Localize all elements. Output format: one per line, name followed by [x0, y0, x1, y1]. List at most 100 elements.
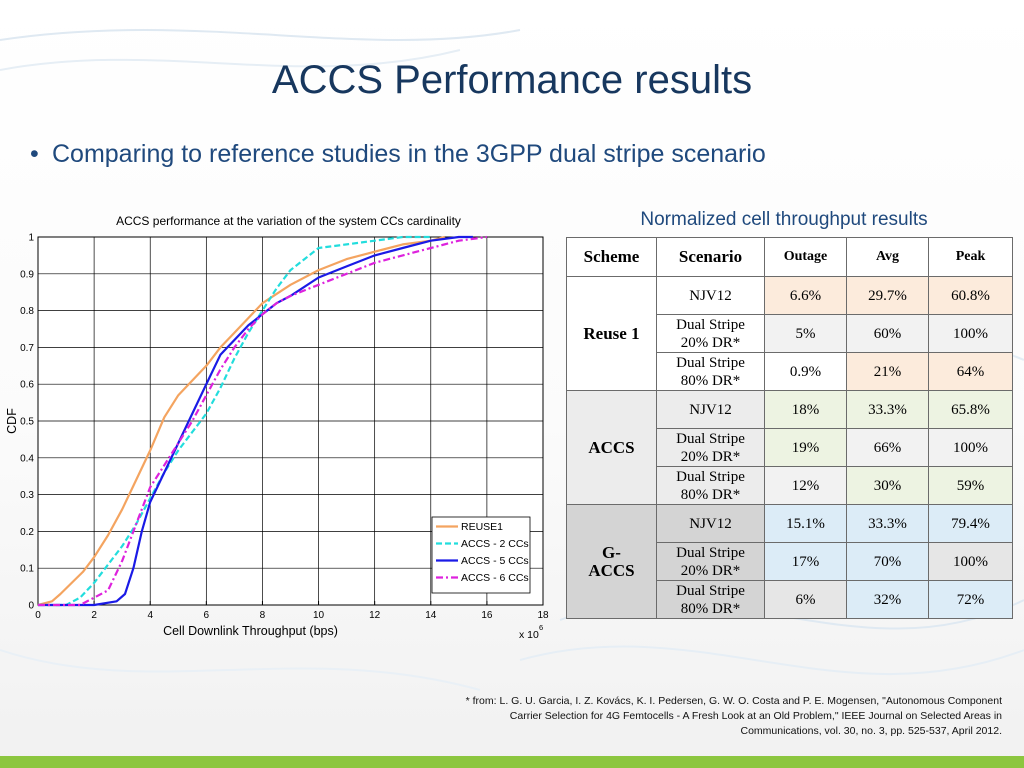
scheme-cell: G- ACCS [566, 504, 657, 619]
table-row: Dual Stripe 80% DR* 12% 30% 59% [567, 466, 1013, 505]
scheme-line-2: ACCS [588, 560, 635, 580]
cdf-line-chart: 0 2 4 6 8 10 12 14 16 1800.10.20.30.40.50.60.70.8… [5, 214, 549, 641]
outage-cell: 18% [764, 390, 847, 429]
y-tick-label: 0.8 [20, 306, 34, 317]
legend-label: REUSE1 [461, 521, 503, 533]
scenario-line-1: Dual Stripe [676, 316, 745, 333]
series-line-accs-6-ccs [38, 235, 488, 607]
y-tick-label: 0 [28, 601, 34, 612]
x-multiplier-label: x 10 [519, 629, 539, 641]
table-row: ACCS NJV12 18% 33.3% 65.8% [566, 390, 1013, 505]
scenario-line-2: 20% DR* [680, 448, 741, 465]
outage-cell: 15.1% [764, 504, 847, 543]
peak-cell: 100% [928, 542, 1013, 581]
scenario-line-1: Dual Stripe [676, 354, 745, 371]
legend-box [431, 516, 531, 594]
scenario-line-2: 80% DR* [680, 372, 741, 389]
header-peak: Peak [928, 237, 1013, 277]
citation-footnote: * from: L. G. U. Garcia, I. Z. Kovács, K… [465, 695, 1002, 737]
table-caption: Normalized cell throughput results [640, 209, 928, 230]
y-tick-label: 1 [28, 233, 34, 244]
bullet-dot-icon: • [30, 140, 39, 168]
table-row: G- ACCS NJV12 15.1% 33.3% 79.4% [566, 504, 1013, 619]
table-row: Dual Stripe 20% DR* 17% 70% 100% [567, 542, 1013, 581]
outage-cell: 0.9% [764, 352, 847, 391]
scheme-line-1: G- [602, 542, 621, 562]
y-tick-label: 0.1 [20, 564, 34, 575]
y-tick-label: 0.3 [20, 490, 34, 501]
avg-cell: 70% [846, 542, 929, 581]
scenario-cell: Dual Stripe 80% DR* [656, 466, 765, 505]
scenario-cell: NJV12 [656, 276, 765, 315]
scenario-line-2: 80% DR* [680, 486, 741, 503]
x-tick-label: 8 [260, 610, 266, 621]
peak-cell: 60.8% [928, 276, 1013, 315]
peak-cell: 72% [928, 580, 1013, 619]
avg-cell: 29.7% [846, 276, 929, 315]
scheme-cell: Reuse 1 [566, 276, 657, 391]
scenario-line-1: Dual Stripe [676, 468, 745, 485]
peak-cell: 65.8% [928, 390, 1013, 429]
x-tick-label: 10 [313, 610, 325, 621]
scenario-cell: Dual Stripe 80% DR* [656, 580, 765, 619]
y-tick-label: 0.2 [20, 527, 34, 538]
table-row: Dual Stripe 20% DR* 19% 66% 100% [567, 428, 1013, 467]
outage-cell: 19% [764, 428, 847, 467]
x-tick-label: 12 [369, 610, 381, 621]
outage-cell: 5% [764, 314, 847, 353]
header-avg: Avg [846, 237, 929, 277]
peak-cell: 64% [928, 352, 1013, 391]
series-line-accs-5-ccs [38, 235, 473, 607]
x-tick-label: 4 [147, 610, 153, 621]
outage-cell: 6% [764, 580, 847, 619]
outage-cell: 6.6% [764, 276, 847, 315]
x-tick-label: 16 [481, 610, 493, 621]
plot-frame [37, 236, 544, 606]
results-table: Scheme Scenario Outage Avg Peak Reuse 1 … [566, 237, 1013, 619]
outage-cell: 12% [764, 466, 847, 505]
table-row: Reuse 1 NJV12 6.6% 29.7% 60.8% [566, 276, 1013, 391]
avg-cell: 60% [846, 314, 929, 353]
peak-cell: 100% [928, 314, 1013, 353]
scenario-line-1: Dual Stripe [676, 430, 745, 447]
peak-cell: 100% [928, 428, 1013, 467]
x-multiplier-exponent: 6 [539, 623, 543, 632]
scenario-line-1: Dual Stripe [676, 582, 745, 599]
avg-cell: 30% [846, 466, 929, 505]
slide-title: ACCS Performance results [271, 58, 753, 102]
y-tick-label: 0.4 [20, 453, 34, 464]
scenario-cell: Dual Stripe 20% DR* [656, 428, 765, 467]
legend-label: ACCS - 5 CCs [461, 555, 529, 567]
x-tick-label: 6 [204, 610, 210, 621]
table-header-row: Scheme Scenario Outage Avg Peak [566, 237, 1013, 277]
scenario-line-2: 20% DR* [680, 334, 741, 351]
avg-cell: 33.3% [846, 504, 929, 543]
peak-cell: 79.4% [928, 504, 1013, 543]
table-row: Dual Stripe 20% DR* 5% 60% 100% [567, 314, 1013, 353]
x-tick-label: 14 [425, 610, 437, 621]
peak-cell: 59% [928, 466, 1013, 505]
bullet-text: Comparing to reference studies in the 3G… [52, 140, 766, 168]
avg-cell: 33.3% [846, 390, 929, 429]
table-row: Dual Stripe 80% DR* 6% 32% 72% [567, 580, 1013, 619]
scenario-cell: Dual Stripe 20% DR* [656, 542, 765, 581]
y-tick-label: 0.5 [20, 417, 34, 428]
series-line-accs-2-ccs [38, 235, 431, 607]
header-scheme: Scheme [566, 237, 657, 277]
outage-cell: 17% [764, 542, 847, 581]
bullet-item: • Comparing to reference studies in the 3… [30, 140, 766, 169]
header-scenario: Scenario [656, 237, 765, 277]
x-axis-label: Cell Downlink Throughput (bps) [163, 624, 338, 638]
scenario-line-2: 20% DR* [680, 562, 741, 579]
scheme-cell: ACCS [566, 390, 657, 505]
legend-label: ACCS - 6 CCs [461, 572, 529, 584]
y-tick-label: 0.9 [20, 269, 34, 280]
chart-title: ACCS performance at the variation of the… [116, 214, 461, 228]
scenario-line-1: Dual Stripe [676, 544, 745, 561]
header-outage: Outage [764, 237, 847, 277]
scenario-cell: Dual Stripe 20% DR* [656, 314, 765, 353]
series-line-reuse1 [37, 235, 446, 607]
scenario-cell: NJV12 [656, 390, 765, 429]
scenario-cell: Dual Stripe 80% DR* [656, 352, 765, 391]
y-tick-label: 0.7 [20, 343, 34, 354]
